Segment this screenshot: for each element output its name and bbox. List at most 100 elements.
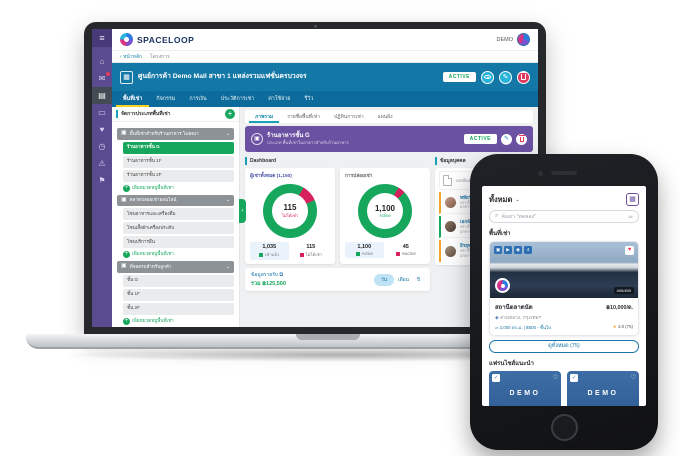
sidebar-collapse-handle[interactable]: ‹ [239, 199, 246, 223]
space-group-header[interactable]: ▣ ที่จอดรถสำหรับลูกค้า ⌄ [117, 261, 234, 273]
add-subcategory-link[interactable]: + เพิ่มหมวดหมู่พื้นที่เช่า [123, 251, 174, 258]
filter-sliders-icon[interactable]: ⚌ [628, 213, 633, 220]
listing-photo: ▣ ▶ ◉ 4 ♥ 400/459 [490, 242, 638, 298]
filter-day-button[interactable]: วัน [374, 273, 395, 286]
space-edit-button[interactable]: ✎ [501, 133, 512, 145]
tour-type-icon: ◉ [514, 246, 522, 254]
add-subcategory-link[interactable]: + เพิ่มหมวดหมู่พื้นที่เช่า [123, 317, 174, 325]
tab-rental-spaces[interactable]: พื้นที่เช่า [116, 91, 149, 107]
chevron-down-icon: ⌄ [515, 196, 520, 203]
home-icon[interactable]: ⌂ [99, 57, 105, 66]
space-group-header[interactable]: ▣ ตลาดปล่อยเช่าออนไลน์ ⌄ [117, 194, 234, 206]
donut-center-label: Active [379, 213, 391, 218]
tab-finance[interactable]: การเงิน [189, 96, 207, 102]
notification-badge [106, 72, 110, 76]
menu-icon[interactable]: ≡ [92, 29, 112, 47]
space-item[interactable]: ชั้น G [123, 274, 234, 287]
eye-icon [484, 75, 491, 79]
space-item[interactable]: ชั้น 2F [123, 302, 234, 315]
accent-bar [435, 157, 437, 165]
plus-icon: + [123, 317, 130, 325]
parking-icon: ▣ [121, 263, 127, 269]
project-status-badge: ACTIVE [442, 72, 476, 82]
brand-name: SPACELOOP [137, 34, 195, 45]
listing-location: ◈ สวนหลวง, กรุงเทพฯ [495, 315, 542, 321]
section-franchise-label: แฟรนไชส์แนะนำ [489, 360, 534, 367]
star-icon: ★ [612, 324, 617, 329]
revenue-link[interactable]: ข้อมูลรายรับ ⧉ [251, 272, 284, 278]
phone-home-button[interactable] [550, 414, 578, 441]
breadcrumb-back[interactable]: ‹ หน้าหลัก [120, 53, 142, 60]
chart-title: ผู้เช่าทั้งหมด (1,150) [250, 174, 292, 179]
tab-activities[interactable]: กิจกรรม [156, 96, 176, 102]
delete-button[interactable] [517, 70, 530, 84]
map-view-icon[interactable]: ▦ [626, 193, 639, 206]
legend-rented: 1,035 เช่าแล้ว [250, 242, 289, 260]
building-icon[interactable]: ▤ [92, 87, 112, 104]
history-icon[interactable]: ◷ [98, 142, 106, 151]
legend-active: 1,100 Active [345, 242, 384, 258]
tab-space-list[interactable]: รายชื่อพื้นที่เช่า [287, 113, 320, 120]
franchise-logo: DEMO [587, 390, 619, 397]
trash-icon [520, 72, 527, 80]
space-type-sidebar: จัดการประเภทพื้นที่เช่า + ▣ พื้นที่เช่าส… [112, 107, 246, 327]
project-title: ศูนย์การค้า Demo Mall สาขา 1 แหล่งรวมแฟช… [138, 73, 307, 81]
tab-floorplan[interactable]: แผนผัง [377, 113, 393, 120]
space-manager-title: จัดการประเภทพื้นที่เช่า [121, 111, 171, 117]
space-banner: ▣ ร้านอาหารชั้น G ประเภท พื้นที่เช่าในอา… [245, 126, 533, 152]
photo-count: 400/459 [613, 287, 634, 294]
listing-card[interactable]: ▣ ▶ ◉ 4 ♥ 400/459 สถานีตลาดนัด ฿10,000/ด… [489, 241, 639, 336]
space-item[interactable]: ร้านอาหารชั้น G [123, 141, 234, 154]
spaceloop-logo-icon [120, 33, 133, 46]
idcard-icon[interactable]: ▭ [98, 108, 106, 117]
edit-button[interactable]: ✎ [499, 70, 512, 84]
tab-rental-calendar[interactable]: ปฏิทินการเช่า [333, 113, 364, 120]
space-item[interactable]: ร้านอาหารชั้น 2F [123, 169, 234, 182]
favorite-icon[interactable]: ♡ [630, 374, 636, 381]
occupancy-chart-card: การปล่อยเช่า 1,100 Active [340, 168, 430, 264]
add-category-button[interactable]: + [225, 109, 235, 119]
listing-rating: ★ 4.8 (75) [612, 324, 633, 329]
tab-overview[interactable]: ภาพรวม [249, 110, 279, 123]
project-banner: ▦ ศูนย์การค้า Demo Mall สาขา 1 แหล่งรวมแ… [112, 63, 538, 91]
alert-icon[interactable]: ⚠ [98, 159, 106, 168]
favorite-icon[interactable]: ♥ [625, 246, 634, 255]
view-all-button[interactable]: ดูทั้งหมด (75) [489, 339, 639, 353]
mail-icon[interactable]: ✉ [92, 70, 112, 87]
door-icon[interactable]: ⚑ [98, 176, 106, 185]
space-item[interactable]: ชั้น 1F [123, 288, 234, 301]
legend-swatch-red [299, 252, 304, 257]
laptop-screen: ≡ ⌂ ✉ ▤ ▭ ♥ ◷ ⚠ ⚑ SPACELOOP DEMO [92, 29, 538, 327]
space-item[interactable]: โซนเสื้อผ้าเครื่องประดับ [123, 222, 234, 234]
document-icon [443, 175, 452, 186]
view-button[interactable] [481, 70, 494, 84]
filter-month-button[interactable]: เดือน [398, 277, 409, 283]
filter-dropdown[interactable]: ทั้งหมด [489, 194, 513, 204]
verified-icon: ✓ [492, 373, 500, 382]
space-delete-button[interactable] [516, 133, 527, 145]
space-item[interactable]: โซนอาหารและเครื่องดื่ม [123, 208, 234, 220]
video-type-icon: ▶ [504, 246, 512, 254]
revenue-strip: ข้อมูลรายรับ ⧉ รวม ฿125,500 วัน เดือน ปี [245, 268, 430, 291]
tab-reviews[interactable]: รีวิว [304, 96, 314, 102]
avatar [445, 245, 456, 257]
franchise-card[interactable]: ✓ ♡ DEMO DEMO [567, 370, 639, 406]
space-item[interactable]: ร้านอาหารชั้น 1F [123, 155, 234, 168]
listing-title: สถานีตลาดนัด [495, 305, 533, 311]
space-group-header[interactable]: ▣ พื้นที่เช่าสำหรับร้านอาหาร โฆษณา ⌄ [117, 128, 234, 140]
panel-title: ข้อมูลบุคคล [440, 158, 466, 164]
filter-year-button[interactable]: ปี [416, 277, 420, 283]
favorite-icon[interactable]: ♡ [552, 374, 558, 381]
tab-rental-history[interactable]: ประวัติการเช่า [220, 96, 255, 102]
space-item[interactable]: โซนบริการอื่น [123, 236, 234, 248]
franchise-card[interactable]: ✓ ♡ DEMO DEMO [489, 370, 561, 406]
avatar[interactable] [517, 33, 530, 46]
add-subcategory-link[interactable]: + เพิ่มหมวดหมู่พื้นที่เช่า [123, 184, 174, 192]
tab-expenses[interactable]: ค่าใช้จ่าย [268, 96, 291, 102]
heart-icon[interactable]: ♥ [99, 125, 105, 134]
section-tabs: ภาพรวม รายชื่อพื้นที่เช่า ปฏิทินการเช่า … [245, 110, 533, 123]
phone-camera [538, 171, 543, 176]
listing-info: สถานีตลาดนัด ฿10,000/ด. ◈ สวนหลวง, กรุงเ… [490, 298, 638, 335]
search-input[interactable]: ⌕ ค้นหา "ทดลอง" ⚌ [489, 210, 639, 223]
